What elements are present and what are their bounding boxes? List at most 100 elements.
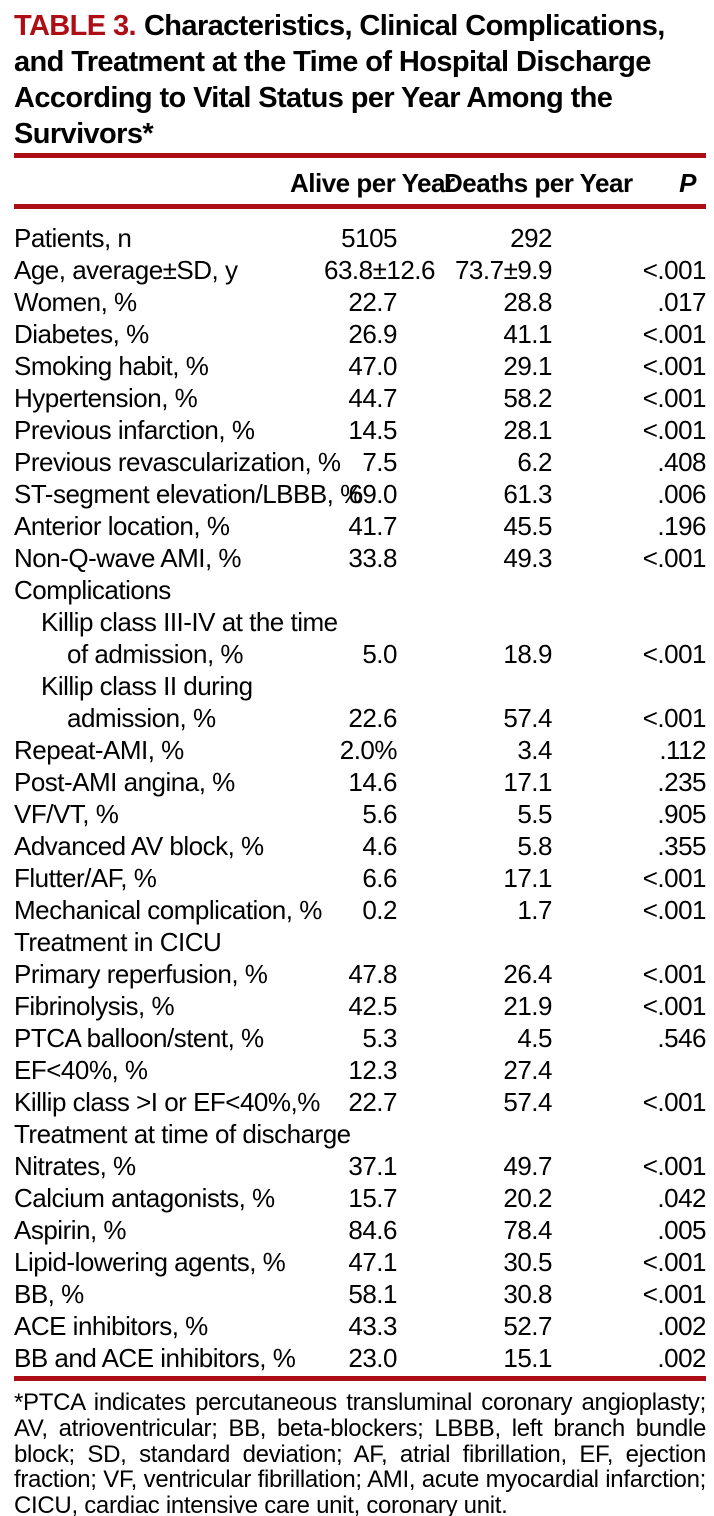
cell-deaths: 45.5 — [503, 511, 552, 541]
column-header-row: Alive per Year Deaths per Year P — [14, 158, 706, 204]
table-row: Smoking habit, % 47.0 29.1 <.001 — [14, 350, 707, 382]
cell-deaths: 15.1 — [503, 1343, 552, 1373]
cell-deaths: 27.4 — [503, 1055, 552, 1085]
cell-alive: 6.6 — [362, 863, 397, 893]
cell-alive: 23.0 — [348, 1343, 397, 1373]
cell-alive: 58.1 — [348, 1279, 397, 1309]
cell-alive: 37.1 — [348, 1151, 397, 1181]
cell-deaths: 61.3 — [503, 479, 552, 509]
cell-alive: 2.0% — [339, 735, 398, 765]
cell-alive: 47.1 — [348, 1247, 397, 1277]
row-label: ACE inhibitors, % — [14, 1311, 208, 1341]
cell-deaths — [397, 926, 552, 958]
cell-p — [552, 926, 706, 958]
cell-p: .002 — [657, 1311, 706, 1341]
table-number-label: TABLE 3. — [14, 10, 137, 42]
cell-p: <.001 — [642, 543, 707, 573]
table-row: Previous infarction, % 14.5 28.1 <.001 — [14, 414, 707, 446]
cell-alive: 4.6 — [362, 831, 397, 861]
title-line-3: According to Vital Status per Year Among… — [14, 82, 613, 114]
cell-p: <.001 — [642, 1087, 707, 1117]
cell-p: <.001 — [642, 319, 707, 349]
row-label: Killip class III-IV at the time of admis… — [14, 606, 338, 670]
row-label: Primary reperfusion, % — [14, 959, 268, 989]
title-line-1: TABLE 3. Characteristics, Clinical Compli… — [14, 8, 706, 44]
cell-alive: 63.8±12.6 — [324, 255, 435, 285]
cell-deaths: 18.9 — [503, 639, 552, 669]
cell-deaths: 49.3 — [503, 543, 552, 573]
cell-deaths: 73.7±9.9 — [454, 255, 553, 285]
cell-deaths: 57.4 — [503, 1087, 552, 1117]
cell-deaths: 26.4 — [503, 959, 552, 989]
cell-deaths — [397, 574, 552, 606]
cell-p: <.001 — [642, 415, 707, 445]
column-header-p: P — [679, 168, 696, 198]
cell-p: .408 — [657, 447, 706, 477]
cell-p: <.001 — [642, 639, 707, 669]
cell-p: <.001 — [642, 1279, 707, 1309]
row-label: Fibrinolysis, % — [14, 991, 175, 1021]
cell-p: <.001 — [642, 895, 707, 925]
divider-rule-top — [14, 153, 706, 158]
row-label: Age, average±SD, y — [14, 255, 238, 285]
cell-deaths: 28.8 — [503, 287, 552, 317]
table-title: TABLE 3. Characteristics, Clinical Compli… — [14, 8, 706, 152]
table-row: ST-segment elevation/LBBB, % 69.0 61.3 .… — [14, 478, 707, 510]
cell-p — [552, 1054, 706, 1086]
row-label: Repeat-AMI, % — [14, 735, 184, 765]
row-label: Patients, n — [14, 223, 132, 253]
data-table: Patients, n 5105 292 Age, average±SD, y … — [14, 222, 707, 1374]
cell-deaths: 20.2 — [503, 1183, 552, 1213]
table-row: Killip class II during admission, % 22.6… — [14, 670, 707, 734]
cell-p: <.001 — [642, 703, 707, 733]
cell-p: .196 — [657, 511, 706, 541]
table-row: Previous revascularization, % 7.5 6.2 .4… — [14, 446, 707, 478]
row-label: Women, % — [14, 287, 137, 317]
divider-rule-header — [14, 204, 706, 209]
cell-alive — [324, 926, 397, 958]
row-label-line-2: of admission, % — [67, 639, 244, 669]
table-row: Mechanical complication, % 0.2 1.7 <.001 — [14, 894, 707, 926]
row-label: Advanced AV block, % — [14, 831, 264, 861]
table-row: Aspirin, % 84.6 78.4 .005 — [14, 1214, 707, 1246]
cell-alive: 14.6 — [348, 767, 397, 797]
cell-p: .355 — [657, 831, 706, 861]
cell-p — [552, 1118, 706, 1150]
cell-alive: 41.7 — [348, 511, 397, 541]
row-label: ST-segment elevation/LBBB, % — [14, 479, 363, 509]
table-row: Advanced AV block, % 4.6 5.8 .355 — [14, 830, 707, 862]
column-header-alive: Alive per Year — [290, 168, 455, 198]
table-row: Hypertension, % 44.7 58.2 <.001 — [14, 382, 707, 414]
cell-p: <.001 — [642, 863, 707, 893]
cell-alive: 44.7 — [348, 383, 397, 413]
cell-deaths: 52.7 — [503, 1311, 552, 1341]
cell-p: .112 — [659, 735, 706, 765]
cell-deaths: 41.1 — [503, 319, 552, 349]
table-row: Anterior location, % 41.7 45.5 .196 — [14, 510, 707, 542]
table-row: BB and ACE inhibitors, % 23.0 15.1 .002 — [14, 1342, 707, 1374]
cell-deaths: 6.2 — [517, 447, 552, 477]
row-label: BB and ACE inhibitors, % — [14, 1343, 296, 1373]
row-label: Non-Q-wave AMI, % — [14, 543, 242, 573]
table-row: VF/VT, % 5.6 5.5 .905 — [14, 798, 707, 830]
row-label: Calcium antagonists, % — [14, 1183, 275, 1213]
row-label: BB, % — [14, 1279, 84, 1309]
title-line-1-text: Characteristics, Clinical Complications, — [143, 10, 665, 42]
cell-deaths: 57.4 — [503, 703, 552, 733]
section-label: Treatment at time of discharge — [14, 1119, 351, 1149]
cell-deaths: 5.8 — [517, 831, 552, 861]
cell-alive: 22.7 — [348, 287, 397, 317]
section-header-row: Complications — [14, 574, 706, 606]
cell-alive: 47.0 — [348, 351, 397, 381]
cell-alive: 69.0 — [348, 479, 397, 509]
section-header-row: Treatment at time of discharge — [14, 1118, 706, 1150]
cell-deaths: 3.4 — [517, 735, 552, 765]
cell-deaths — [397, 1118, 552, 1150]
row-label: Flutter/AF, % — [14, 863, 157, 893]
row-label-line-1: Killip class III-IV at the time — [41, 607, 338, 637]
cell-p: <.001 — [642, 351, 707, 381]
cell-alive: 12.3 — [348, 1055, 397, 1085]
table-row: Non-Q-wave AMI, % 33.8 49.3 <.001 — [14, 542, 707, 574]
table-row: Age, average±SD, y 63.8±12.6 73.7±9.9 <.… — [14, 254, 707, 286]
row-label: EF<40%, % — [14, 1055, 148, 1085]
